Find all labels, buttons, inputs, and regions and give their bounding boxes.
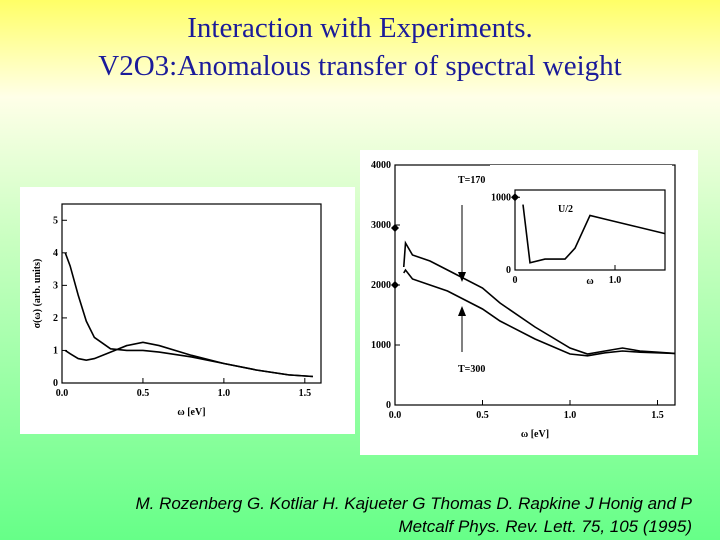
x-tick-label: 0.0 — [56, 388, 69, 399]
slide-subtitle: V2O3:Anomalous transfer of spectral weig… — [98, 50, 622, 82]
y-tick-label: 2000 — [371, 280, 391, 291]
y-tick-label: 0 — [506, 265, 511, 276]
y-tick-label: 2 — [53, 313, 58, 324]
x-tick-label: 0.5 — [137, 388, 150, 399]
x-tick-label: 1.0 — [218, 388, 231, 399]
y-tick-label: 5 — [53, 215, 58, 226]
plot-frame — [514, 189, 666, 271]
line-series — [403, 268, 676, 357]
slide-title: Interaction with Experiments. — [187, 12, 533, 44]
annotation: U/2 — [558, 204, 573, 215]
x-tick-label: 1.0 — [564, 410, 577, 421]
x-tick-label: 1.0 — [609, 275, 622, 286]
x-tick-label: 0 — [513, 275, 518, 286]
line-series — [64, 341, 313, 378]
annotation: T=170 — [458, 175, 485, 186]
y-tick-label: 0 — [386, 400, 391, 411]
x-tick-label: 1.5 — [651, 410, 664, 421]
plot-frame — [61, 203, 322, 384]
citation: M. Rozenberg G. Kotliar H. Kajueter G Th… — [135, 494, 692, 513]
x-tick-label: 0.5 — [476, 410, 489, 421]
y-tick-label: 4 — [53, 248, 58, 259]
annotation: T=300 — [458, 364, 485, 375]
y-tick-label: 1000 — [491, 192, 511, 203]
y-tick-label: 3000 — [371, 220, 391, 231]
point — [391, 224, 399, 232]
y-tick-label: 1 — [53, 345, 58, 356]
arrow-head — [458, 306, 466, 316]
citation: Metcalf Phys. Rev. Lett. 75, 105 (1995) — [398, 517, 692, 536]
y-tick-label: 3 — [53, 280, 58, 291]
y-axis-label: σ(ω) (arb. units) — [32, 259, 43, 329]
x-tick-label: 0.0 — [389, 410, 402, 421]
inset-background — [490, 165, 672, 290]
y-tick-label: 4000 — [371, 160, 391, 171]
chart-panel — [20, 187, 355, 434]
point — [391, 281, 399, 289]
x-axis-label: ω — [586, 276, 593, 287]
x-tick-label: 1.5 — [299, 388, 312, 399]
y-tick-label: 1000 — [371, 340, 391, 351]
line-series — [402, 240, 676, 355]
point — [511, 193, 519, 202]
x-axis-label: ω [eV] — [177, 407, 205, 418]
x-axis-label: ω [eV] — [521, 429, 549, 440]
y-tick-label: 0 — [53, 378, 58, 389]
line-series — [522, 204, 666, 264]
